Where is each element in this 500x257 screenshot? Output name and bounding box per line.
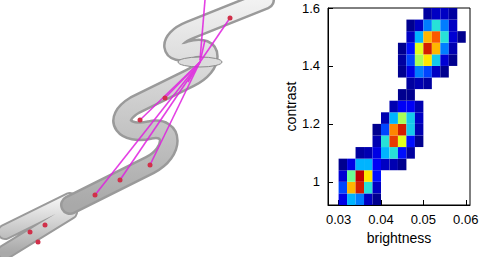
svg-text:0.04: 0.04 [368,212,393,227]
svg-text:0.06: 0.06 [453,212,478,227]
svg-text:0.05: 0.05 [411,212,436,227]
svg-text:1: 1 [313,174,320,189]
svg-text:brightness: brightness [367,230,432,246]
svg-text:contrast: contrast [283,81,299,131]
svg-text:1.6: 1.6 [302,1,320,16]
svg-text:0.03: 0.03 [326,212,351,227]
svg-text:1.4: 1.4 [302,58,320,73]
svg-text:1.2: 1.2 [302,116,320,131]
